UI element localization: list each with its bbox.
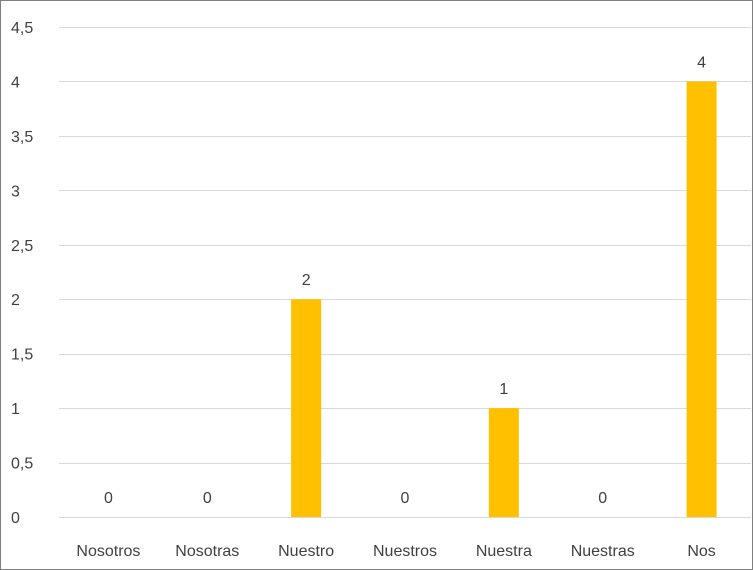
y-tick-label: 1 — [11, 401, 20, 418]
bar-nuestro — [291, 299, 322, 517]
x-tick-label: Nuestro — [278, 543, 334, 560]
y-tick-label: 0,5 — [11, 456, 33, 473]
data-labels: 0 0 2 0 1 0 4 — [104, 54, 706, 507]
y-tick-label: 4 — [11, 74, 20, 91]
y-tick-label: 2,5 — [11, 238, 33, 255]
x-tick-label: Nosotras — [175, 543, 239, 560]
y-tick-label: 4,5 — [11, 20, 33, 37]
x-tick-label: Nosotros — [76, 543, 140, 560]
data-label: 0 — [401, 490, 410, 507]
x-tick-label: Nuestros — [373, 543, 437, 560]
y-tick-label: 3,5 — [11, 129, 33, 146]
x-tick-label: Nuestra — [476, 543, 532, 560]
data-label: 1 — [499, 381, 508, 398]
x-tick-label: Nos — [687, 543, 715, 560]
gridlines — [59, 27, 751, 518]
x-axis-tick-labels: Nosotros Nosotras Nuestro Nuestros Nuestra Nu… — [76, 543, 715, 560]
bar-nuestra — [488, 408, 519, 517]
x-tick-label: Nuestras — [571, 543, 635, 560]
data-label: 0 — [104, 490, 113, 507]
y-tick-label: 3 — [11, 183, 20, 200]
bar-nos — [686, 81, 717, 517]
data-label: 2 — [302, 272, 311, 289]
data-label: 0 — [203, 490, 212, 507]
bars — [291, 81, 717, 517]
data-label: 0 — [598, 490, 607, 507]
data-label: 4 — [697, 54, 706, 71]
y-axis-tick-labels: 0 0,5 1 1,5 2 2,5 3 3,5 4 4,5 — [11, 20, 33, 527]
y-tick-label: 0 — [11, 510, 20, 527]
y-tick-label: 1,5 — [11, 347, 33, 364]
y-tick-label: 2 — [11, 292, 20, 309]
